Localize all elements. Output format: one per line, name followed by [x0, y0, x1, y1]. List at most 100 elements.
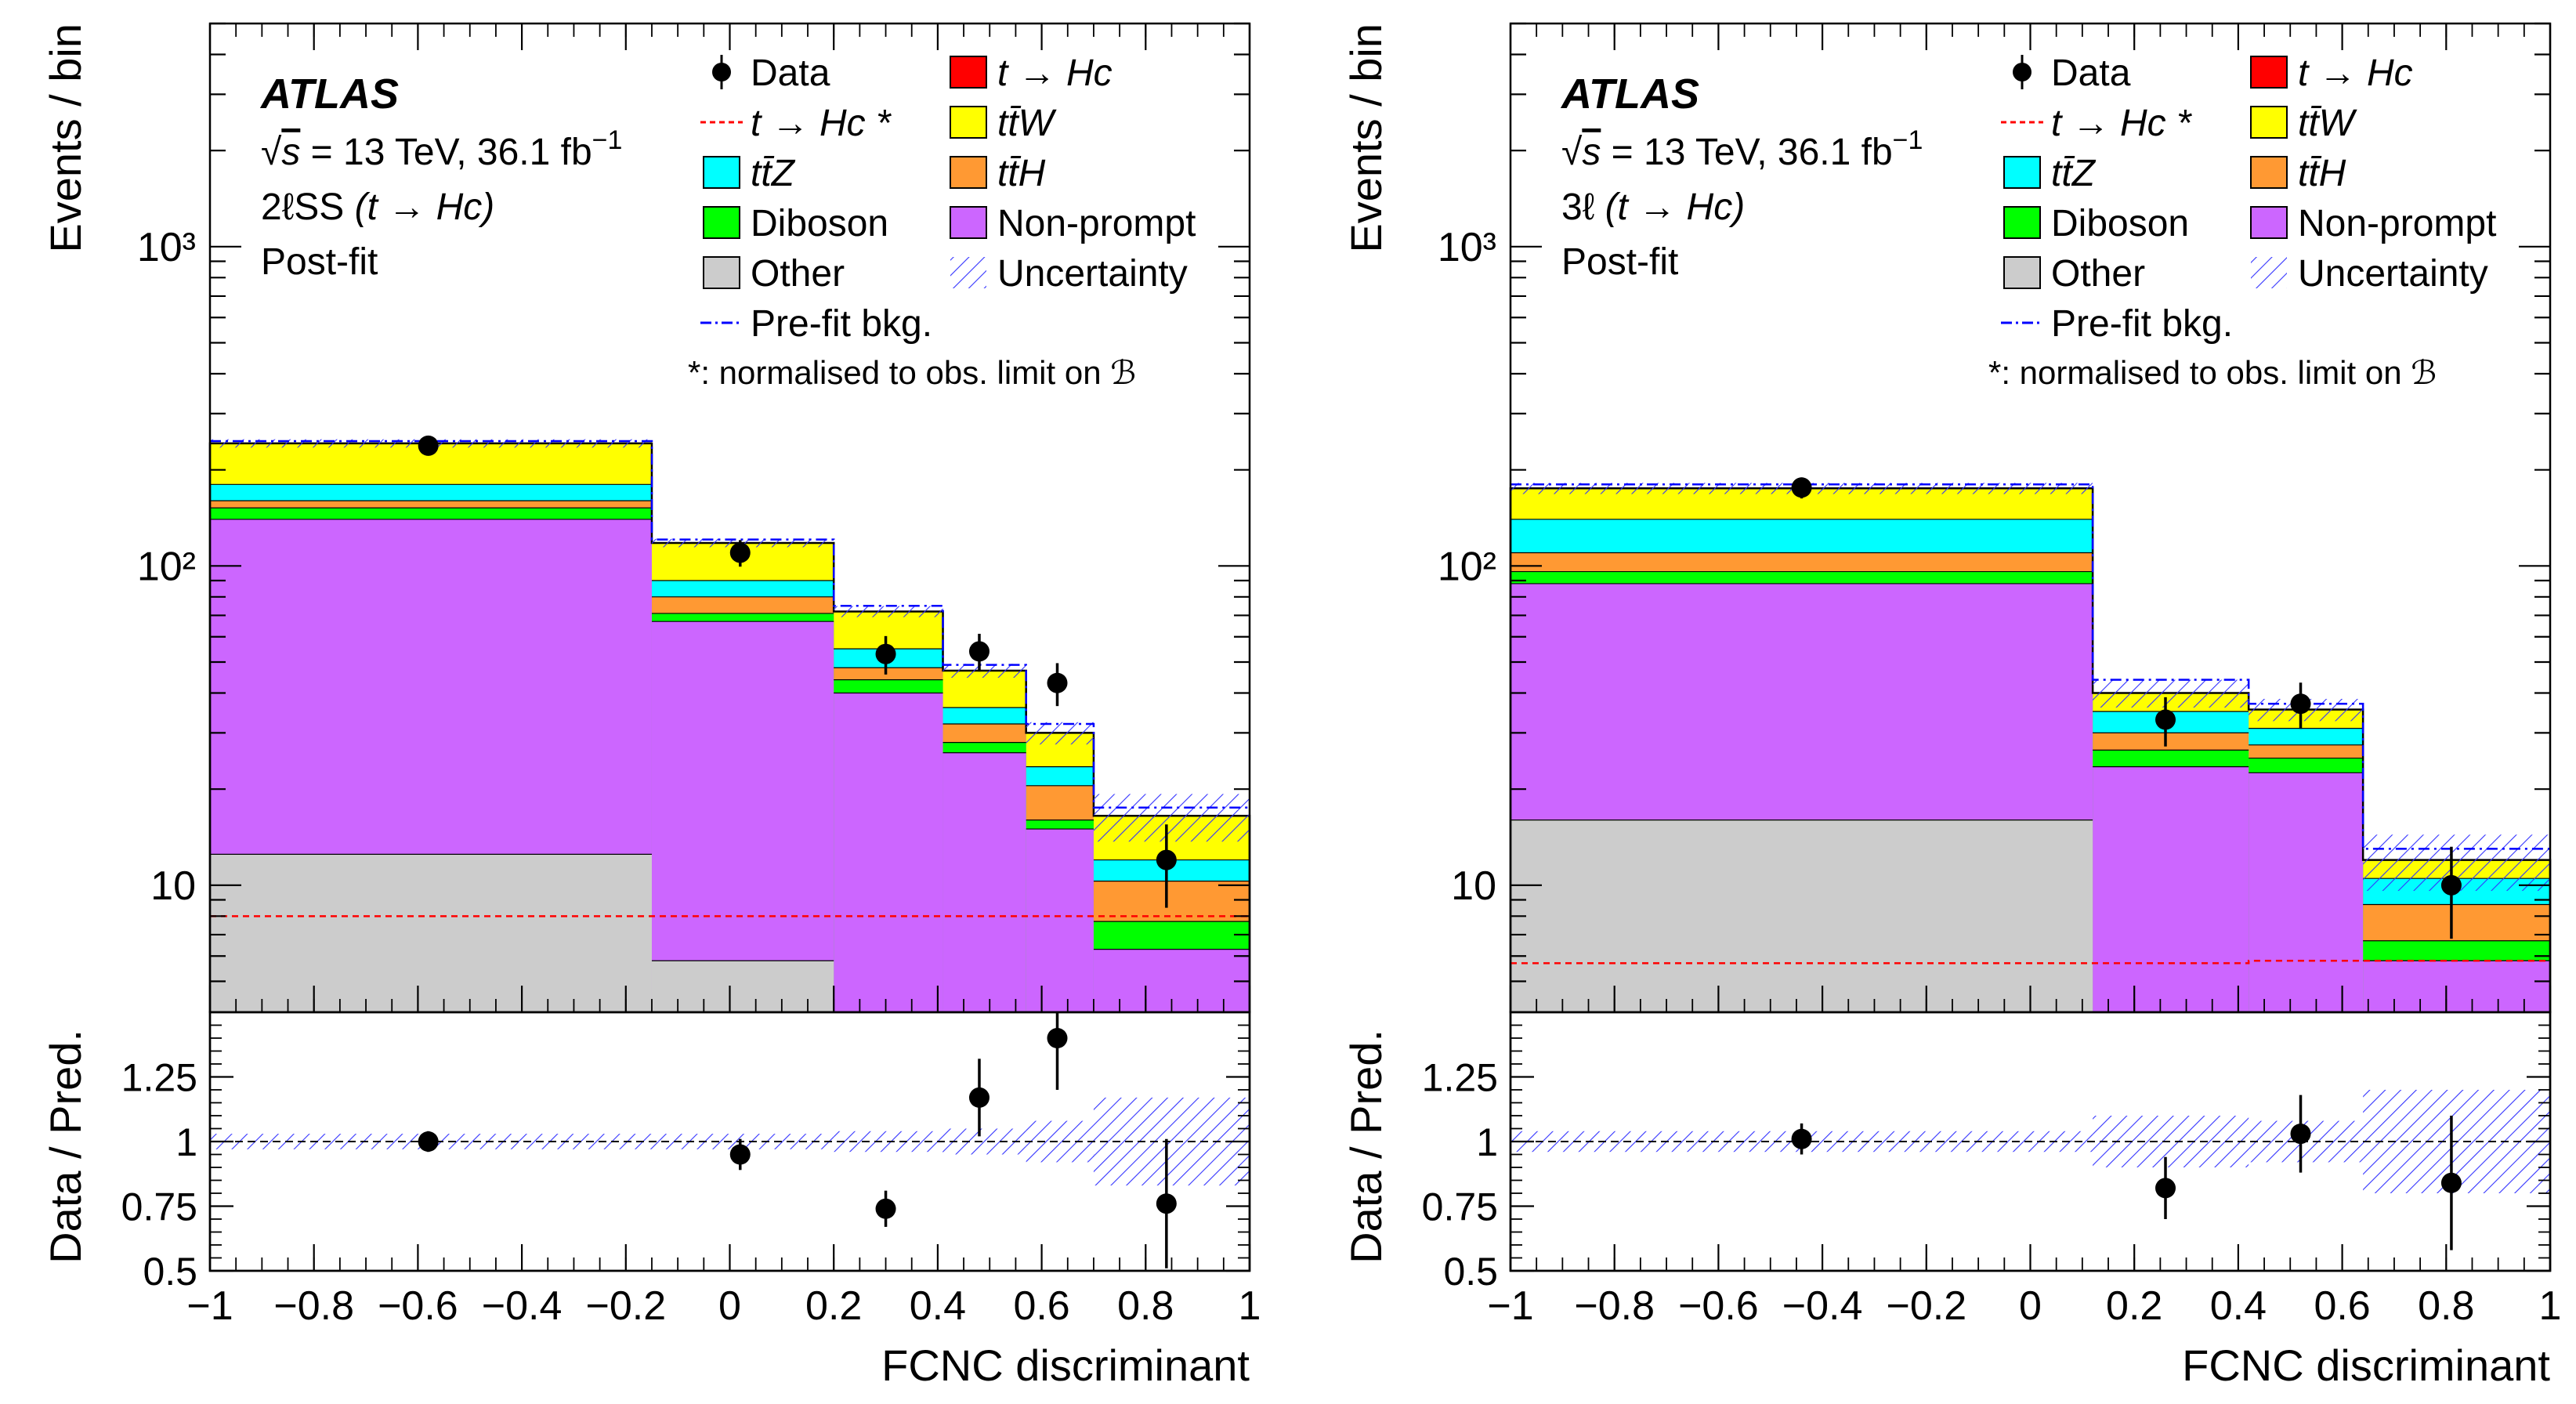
data-point — [875, 643, 896, 664]
legend-data-marker — [2013, 63, 2031, 81]
legend-diboson-swatch — [703, 206, 740, 239]
lumi-superscript: −1 — [592, 125, 623, 155]
legend-diboson-swatch — [2003, 206, 2041, 239]
ratio-point — [729, 1144, 751, 1165]
data-point — [2155, 709, 2176, 730]
legend-ttz-label: tt̄Z — [751, 153, 796, 194]
x-tick-label: −1 — [1487, 1283, 1533, 1329]
ratio-y-tick-label: 1.25 — [121, 1056, 197, 1100]
sqrt-argument: s — [281, 132, 300, 173]
legend-tth-swatch — [950, 156, 987, 189]
uncertainty-band-bin4 — [1026, 722, 1094, 745]
legend-uncertainty-swatch — [2251, 257, 2287, 288]
ratio-y-tick-label: 0.5 — [1443, 1250, 1498, 1294]
ratio-uncertainty-band-bin4 — [1026, 1120, 1094, 1163]
region-prefix: 2ℓSS — [261, 186, 344, 228]
stack-bar-other-bin1 — [651, 961, 834, 1012]
x-tick-label: 0.2 — [2106, 1283, 2162, 1329]
legend-data-label: Data — [2051, 52, 2131, 94]
stack-bar-nonprompt-bin4 — [1026, 829, 1094, 1012]
y-tick-label: 10³ — [137, 225, 196, 270]
region-prefix: 3ℓ — [1561, 186, 1594, 228]
ratio-point — [2290, 1124, 2311, 1145]
ratio-y-tick-label: 0.75 — [1422, 1185, 1498, 1229]
x-axis-label: FCNC discriminant — [2182, 1341, 2550, 1390]
region-space — [344, 186, 354, 228]
data-point — [1791, 477, 1812, 498]
legend-uncertainty-label: Uncertainty — [997, 253, 1188, 295]
fit-state-label: Post-fit — [1561, 241, 1678, 283]
legend-thc-label: t → Hc * — [751, 103, 892, 144]
prefit-bkg-line — [210, 440, 1250, 809]
legend-other-label: Other — [751, 253, 845, 295]
ratio-point — [1791, 1128, 1812, 1149]
x-tick-label: −0.6 — [1678, 1283, 1759, 1329]
legend-ttz-swatch — [703, 156, 740, 189]
x-tick-label: 1 — [1239, 1283, 1261, 1329]
x-tick-label: 0.6 — [2314, 1283, 2370, 1329]
legend-thc-label: t → Hc — [997, 52, 1113, 94]
legend-prefitbkg-label: Pre-fit bkg. — [2051, 303, 2233, 345]
sqrt-sign: √ — [261, 132, 282, 173]
stack-bar-nonprompt-bin1 — [651, 621, 834, 1012]
legend-diboson-label: Diboson — [751, 203, 888, 244]
x-tick-label: −0.8 — [273, 1283, 354, 1329]
ratio-point — [418, 1131, 439, 1152]
legend-thc-swatch — [2250, 56, 2288, 89]
y-tick-label: 10² — [137, 544, 196, 589]
uncertainty-band-bin1 — [2093, 679, 2249, 708]
ratio-y-tick-label: 1 — [1476, 1120, 1498, 1164]
energy-text: = 13 TeV, 36.1 fb — [300, 132, 592, 173]
data-point — [1047, 672, 1068, 693]
uncertainty-band-bin5 — [1093, 794, 1250, 842]
legend-ttw-swatch — [2250, 106, 2288, 139]
ratio-point — [1047, 1028, 1068, 1048]
x-tick-label: −0.6 — [378, 1283, 458, 1329]
x-tick-label: −0.2 — [585, 1283, 666, 1329]
data-point — [418, 435, 439, 456]
legend-other-swatch — [2003, 256, 2041, 289]
energy-text: = 13 TeV, 36.1 fb — [1601, 132, 1892, 173]
experiment-label: ATLAS — [1560, 71, 1699, 118]
x-tick-label: −0.2 — [1886, 1283, 1966, 1329]
legend-tth-label: tt̄H — [2298, 153, 2346, 194]
legend-nonprompt-label: Non-prompt — [2298, 203, 2496, 244]
x-tick-label: 0.4 — [2210, 1283, 2267, 1329]
legend-nonprompt-label: Non-prompt — [997, 203, 1196, 244]
uncertainty-band-bin2 — [834, 606, 943, 617]
region-label: 3ℓ (t → Hc) — [1561, 186, 1745, 228]
stack-bar-other-bin0 — [210, 854, 652, 1012]
legend-thc-swatch — [950, 56, 987, 89]
ratio-y-tick-label: 0.75 — [121, 1185, 197, 1229]
x-tick-label: 0.4 — [910, 1283, 966, 1329]
legend-nonprompt-swatch — [950, 206, 987, 239]
fit-state-label: Post-fit — [261, 241, 378, 283]
ratio-y-tick-label: 0.5 — [143, 1250, 197, 1294]
sqrt-argument: s — [1582, 132, 1601, 173]
x-tick-label: 1 — [2539, 1283, 2562, 1329]
legend-ttz-swatch — [2003, 156, 2041, 189]
ratio-y-axis-label: Data / Pred. — [41, 1029, 90, 1264]
ratio-point — [2440, 1172, 2462, 1193]
stack-bar-nonprompt-bin1 — [2093, 766, 2249, 1012]
legend-ttw-label: tt̄W — [997, 103, 1058, 144]
x-tick-label: 0.2 — [805, 1283, 862, 1329]
legend-data-label: Data — [751, 52, 830, 94]
stack-bar-nonprompt-bin3 — [2363, 961, 2550, 1012]
region-space — [1594, 186, 1605, 228]
data-point — [729, 542, 751, 563]
x-tick-label: −0.8 — [1574, 1283, 1655, 1329]
y-tick-label: 10 — [1451, 863, 1496, 909]
y-axis-label: Events / bin — [1341, 24, 1391, 253]
stack-bar-nonprompt-bin2 — [2249, 773, 2364, 1012]
region-label: 2ℓSS (t → Hc) — [261, 186, 494, 228]
y-axis-label: Events / bin — [41, 24, 90, 253]
lumi-superscript: −1 — [1893, 125, 1923, 155]
x-tick-label: 0 — [2019, 1283, 2042, 1329]
x-tick-label: −1 — [186, 1283, 233, 1329]
signal-normalised-line — [1511, 959, 2550, 964]
region-process: (t → Hc) — [1605, 186, 1746, 228]
x-tick-label: −0.4 — [1782, 1283, 1863, 1329]
left-panel: 10 10² 10³ 0.5 0.75 1 1.25 −1 −0.8 −0.6 −0.4 −0.2 0 0… — [41, 22, 1261, 1390]
x-tick-label: 0.6 — [1013, 1283, 1069, 1329]
